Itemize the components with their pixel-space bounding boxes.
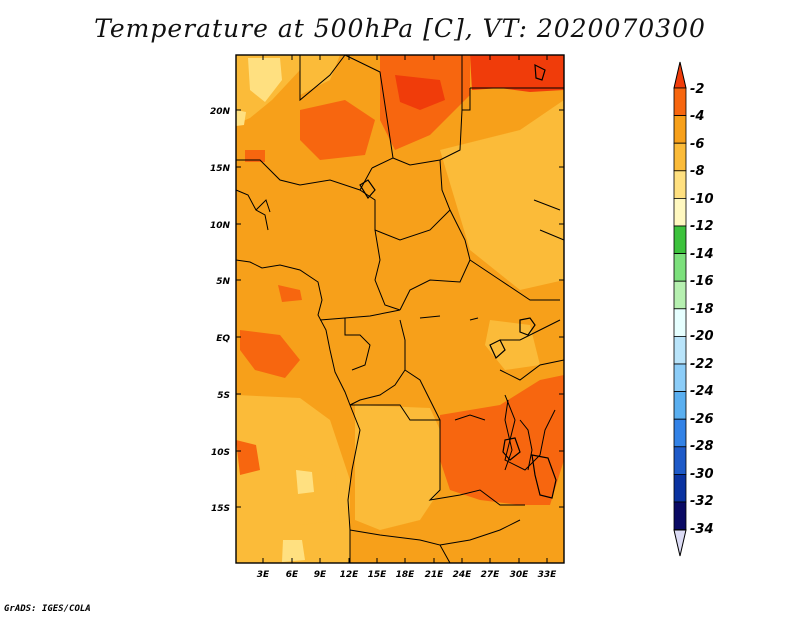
colorbar-boxes <box>673 87 687 531</box>
colorbar-box-2 <box>673 142 687 172</box>
lat-label-eq: EQ <box>216 334 230 344</box>
colorbar-label-3: -8 <box>690 164 704 179</box>
colorbar-box-1 <box>673 115 687 144</box>
colorbar-box-8 <box>673 308 687 337</box>
lon-label-27e: 27E <box>481 570 501 580</box>
colorbar-box-0 <box>673 87 687 117</box>
colorbar-label-15: -32 <box>690 494 714 509</box>
lon-label-12e: 12E <box>340 570 360 580</box>
axis-ticks <box>236 55 564 563</box>
lon-label-18e: 18E <box>396 570 416 580</box>
colorbar-box-15 <box>673 501 687 531</box>
colorbar-label-13: -28 <box>690 439 714 454</box>
colorbar-label-10: -22 <box>690 357 714 372</box>
field-light-areas <box>236 55 564 563</box>
grads-credit: GrADS: IGES/COLA <box>4 604 91 614</box>
lon-label-33e: 33E <box>538 570 558 580</box>
colorbar-box-4 <box>673 197 687 227</box>
field-pale-areas <box>236 58 314 562</box>
lat-label-5s: 5S <box>217 391 230 401</box>
lat-label-15s: 15S <box>211 504 230 514</box>
colorbar-box-13 <box>673 446 687 475</box>
colorbar-box-7 <box>673 280 687 310</box>
colorbar-box-9 <box>673 335 687 365</box>
lon-label-30e: 30E <box>510 570 530 580</box>
lon-label-6e: 6E <box>286 570 299 580</box>
lon-label-24e: 24E <box>453 570 473 580</box>
colorbar-label-0: -2 <box>690 82 704 97</box>
map-frame <box>235 54 565 564</box>
lake-outlines <box>359 63 557 499</box>
lat-label-5n: 5N <box>216 277 230 287</box>
lon-label-15e: 15E <box>368 570 388 580</box>
colorbar-box-11 <box>673 391 687 420</box>
colorbar-label-4: -10 <box>690 192 714 207</box>
lat-label-10n: 10N <box>210 221 231 231</box>
map-plot-area <box>235 54 565 564</box>
longitude-labels: 3E 6E 9E 12E 15E 18E 21E 24E 27E 30E 33E <box>257 570 557 580</box>
colorbar-box-12 <box>673 418 687 448</box>
latitude-labels: 20N 15N 10N 5N EQ 5S 10S 15S <box>210 107 231 514</box>
lon-label-21e: 21E <box>425 570 445 580</box>
colorbar-box-6 <box>673 253 687 282</box>
colorbar-label-7: -16 <box>690 274 714 289</box>
colorbar-label-12: -26 <box>690 412 714 427</box>
colorbar-label-14: -30 <box>690 467 714 482</box>
colorbar-label-9: -20 <box>690 329 714 344</box>
colorbar-label-8: -18 <box>690 302 714 317</box>
colorbar-label-1: -4 <box>690 109 704 124</box>
colorbar-top-arrow <box>673 61 687 89</box>
colorbar-box-14 <box>673 473 687 503</box>
field-hot-areas <box>395 55 564 110</box>
colorbar-label-5: -12 <box>690 219 714 234</box>
colorbar-label-6: -14 <box>690 247 714 262</box>
colorbar: -2 -4 -6 -8 -10 -12 -14 -16 -18 -20 -22 … <box>673 61 714 557</box>
lon-label-9e: 9E <box>314 570 327 580</box>
colorbar-labels: -2 -4 -6 -8 -10 -12 -14 -16 -18 -20 -22 … <box>690 82 714 537</box>
colorbar-box-3 <box>673 170 687 199</box>
colorbar-label-11: -24 <box>690 384 714 399</box>
chart-title: Temperature at 500hPa [C], VT: 202007030… <box>94 14 706 43</box>
lon-label-3e: 3E <box>257 570 270 580</box>
lat-label-10s: 10S <box>211 448 230 458</box>
country-borders <box>235 54 565 564</box>
colorbar-label-16: -34 <box>690 522 714 537</box>
lat-label-20n: 20N <box>210 107 231 117</box>
colorbar-box-5 <box>673 225 687 255</box>
colorbar-label-2: -6 <box>690 137 704 152</box>
colorbar-box-10 <box>673 363 687 393</box>
colorbar-bottom-arrow <box>673 529 687 557</box>
lat-label-15n: 15N <box>210 164 231 174</box>
